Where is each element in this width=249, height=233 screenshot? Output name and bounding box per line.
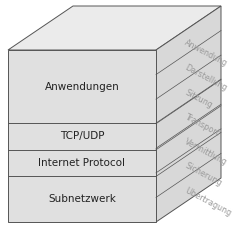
Text: Internet Protocol: Internet Protocol xyxy=(39,158,125,168)
Text: Darstellung: Darstellung xyxy=(183,63,228,93)
Bar xyxy=(8,50,156,222)
Polygon shape xyxy=(8,6,221,50)
Text: Sicherung: Sicherung xyxy=(183,161,223,188)
Text: Transport: Transport xyxy=(183,112,221,138)
Text: Vermittlung: Vermittlung xyxy=(183,137,229,167)
Text: Subnetzwerk: Subnetzwerk xyxy=(48,194,116,204)
Text: TCP/UDP: TCP/UDP xyxy=(60,131,104,141)
Polygon shape xyxy=(156,6,221,222)
Text: Ubertragung: Ubertragung xyxy=(183,186,233,218)
Text: Anwendungen: Anwendungen xyxy=(45,82,119,92)
Text: Anwendung: Anwendung xyxy=(183,38,229,69)
Text: Sitzung: Sitzung xyxy=(183,88,214,110)
